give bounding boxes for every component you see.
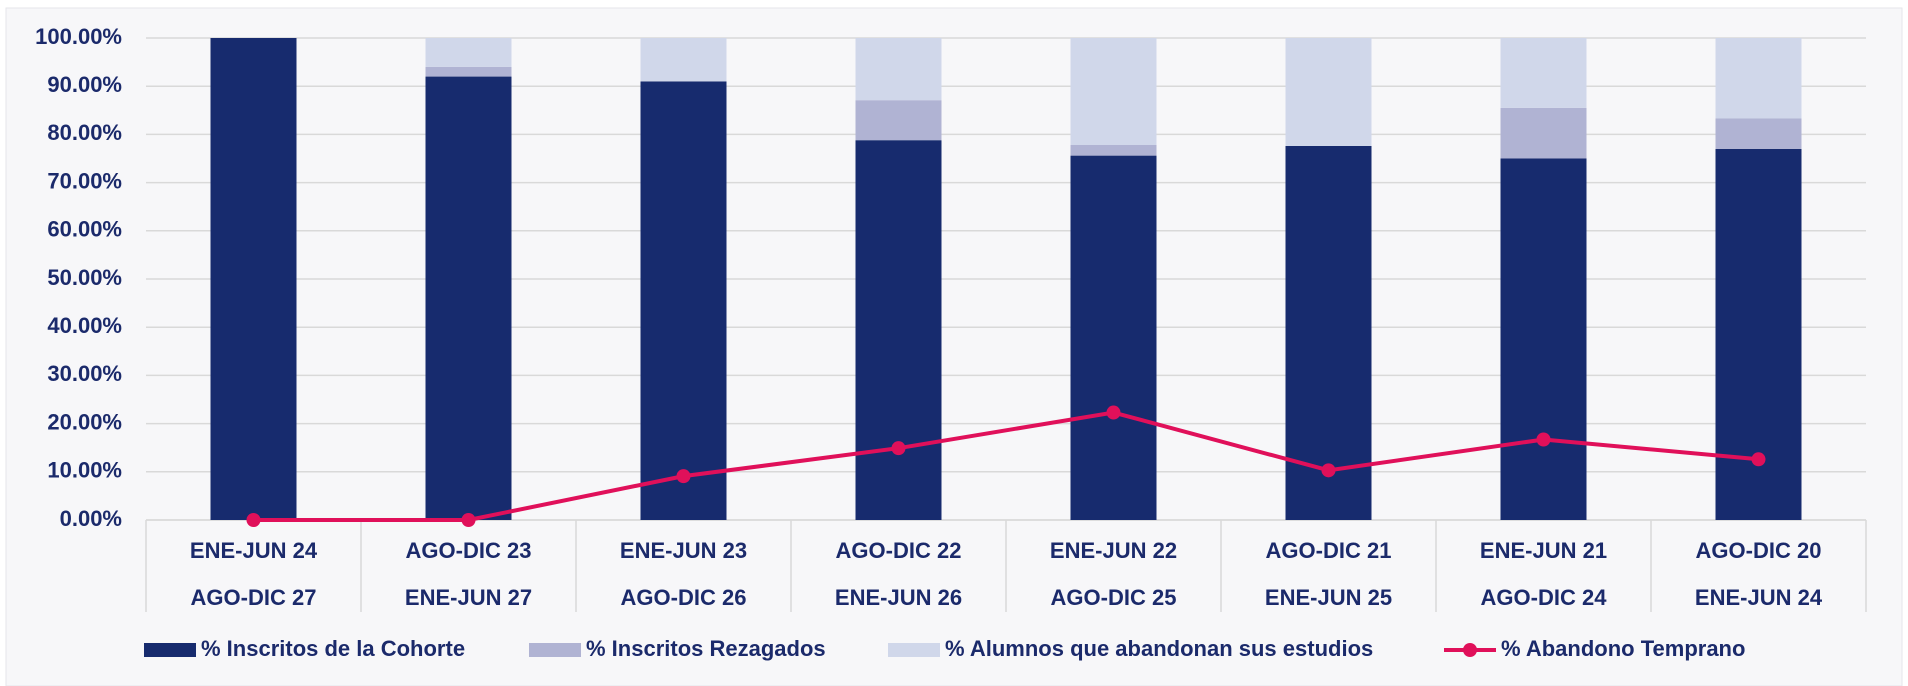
line-marker [247,513,261,527]
y-tick-label: 70.00% [47,168,122,193]
line-marker [892,441,906,455]
y-tick-label: 50.00% [47,265,122,290]
legend-label: % Inscritos de la Cohorte [201,636,465,661]
y-tick-label: 60.00% [47,217,122,242]
legend-swatch [529,643,581,657]
bar [1071,145,1157,156]
bar [1501,159,1587,521]
x-tick-label: ENE-JUN 25 [1265,585,1392,610]
bar [211,38,297,520]
y-tick-label: 20.00% [47,409,122,434]
y-tick-label: 90.00% [47,72,122,97]
bar [856,100,942,140]
x-tick-label: AGO-DIC 26 [621,585,747,610]
y-tick-label: 40.00% [47,313,122,338]
x-tick-label: ENE-JUN 21 [1480,538,1607,563]
bar [426,77,512,520]
line-marker [1322,463,1336,477]
chart: 0.00% 10.00% 20.00% 30.00% 40.00% 50.00% 60.00… [0,0,1908,686]
bar [641,81,727,520]
bar [1716,38,1802,118]
x-tick-label: AGO-DIC 25 [1051,585,1177,610]
legend-label: % Inscritos Rezagados [586,636,826,661]
line-marker [677,469,691,483]
legend-swatch [144,643,196,657]
bar [1071,38,1157,145]
legend-marker [1463,643,1477,657]
y-tick-label: 80.00% [47,120,122,145]
x-tick-label: AGO-DIC 21 [1266,538,1392,563]
bar [856,140,942,520]
x-tick-label: AGO-DIC 27 [191,585,317,610]
bar [1286,38,1372,146]
line-marker [1752,452,1766,466]
bar [856,38,942,100]
bar [641,38,727,81]
y-tick-label: 10.00% [47,458,122,483]
x-tick-label: ENE-JUN 22 [1050,538,1177,563]
x-tick-label: ENE-JUN 26 [835,585,962,610]
legend-swatch [888,643,940,657]
x-tick-label: AGO-DIC 22 [836,538,962,563]
bar [1071,156,1157,520]
line-marker [1537,433,1551,447]
bar [426,38,512,67]
x-tick-label: AGO-DIC 20 [1696,538,1822,563]
x-tick-label: ENE-JUN 24 [190,538,318,563]
y-tick-label: 30.00% [47,361,122,386]
legend-label: % Abandono Temprano [1501,636,1745,661]
line-marker [1107,406,1121,420]
x-tick-label: AGO-DIC 24 [1481,585,1608,610]
x-tick-label: AGO-DIC 23 [406,538,532,563]
x-tick-label: ENE-JUN 27 [405,585,532,610]
x-tick-label: ENE-JUN 24 [1695,585,1823,610]
y-tick-label: 0.00% [60,506,122,531]
y-tick-label: 100.00% [35,24,122,49]
bar [1716,118,1802,148]
line-marker [462,513,476,527]
x-tick-label: ENE-JUN 23 [620,538,747,563]
legend-label: % Alumnos que abandonan sus estudios [945,636,1373,661]
bar [426,67,512,77]
bar [1501,108,1587,159]
bar [1501,38,1587,108]
